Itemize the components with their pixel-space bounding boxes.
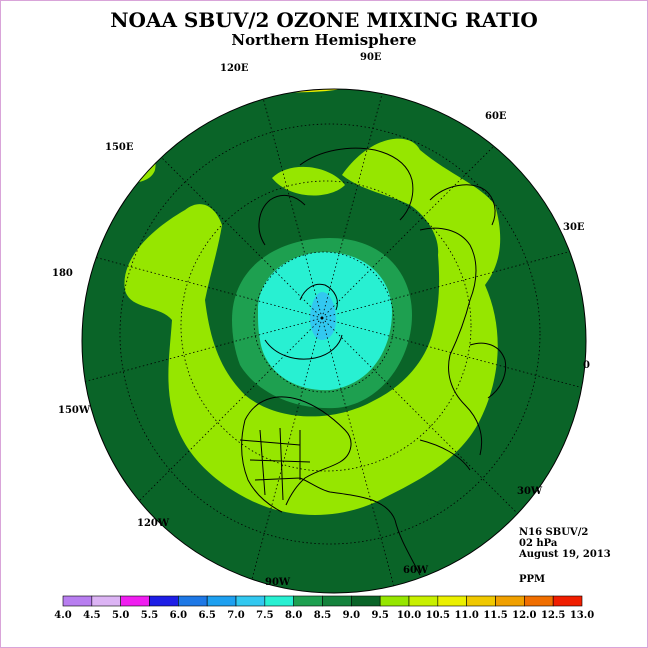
colorbar-swatch	[206, 595, 237, 607]
colorbar-tick-label: 8.0	[285, 610, 302, 621]
units-label: PPM	[519, 574, 546, 585]
colorbar-swatch	[235, 595, 266, 607]
colorbar-tick-label: 6.5	[198, 610, 215, 621]
colorbar-swatch	[408, 595, 439, 607]
colorbar-swatch	[379, 595, 410, 607]
ozone-spot-field	[427, 492, 439, 508]
lon-label-0: 0	[583, 360, 590, 371]
colorbar-swatch	[322, 595, 352, 607]
colorbar-tick-label: 8.5	[314, 610, 331, 621]
colorbar-swatch	[120, 595, 150, 607]
coastlines	[239, 147, 507, 576]
ozone-center-field	[310, 292, 336, 340]
colorbar-tick-label: 5.5	[141, 610, 158, 621]
colorbar-tick-label: 4.5	[83, 610, 100, 621]
page-subtitle: Northern Hemisphere	[231, 31, 417, 49]
colorbar-swatch	[178, 595, 208, 607]
lon-label-120e: 120E	[220, 63, 249, 74]
colorbar-swatch	[293, 595, 323, 607]
colorbar-tick-label: 4.0	[54, 610, 71, 621]
colorbar-tick-label: 7.5	[256, 610, 273, 621]
colorbar-swatch	[149, 595, 179, 607]
colorbar-tick-label: 7.0	[227, 610, 244, 621]
colorbar-tick-label: 10.0	[397, 610, 421, 621]
lon-label-60e: 60E	[485, 111, 507, 122]
lon-label-30e: 30E	[563, 222, 585, 233]
info-block: N16 SBUV/2 02 hPa August 19, 2013	[519, 527, 611, 560]
colorbar-swatch	[524, 595, 554, 607]
colorbar-tick-label: 13.0	[570, 610, 594, 621]
colorbar-tick-label: 6.0	[170, 610, 187, 621]
lon-label-60w: 60W	[403, 565, 429, 576]
colorbar	[62, 595, 583, 607]
colorbar-tick-label: 10.5	[426, 610, 450, 621]
lon-label-90e: 90E	[360, 52, 382, 63]
colorbar-ticks: 4.0 4.5 5.0 5.5 6.0 6.5 7.0 7.5 8.0 8.5 9.0 9.5 10.0…	[54, 610, 594, 621]
colorbar-swatch	[264, 595, 294, 607]
colorbar-tick-label: 5.0	[112, 610, 129, 621]
map-disk-outline	[81, 88, 587, 594]
lon-label-150e: 150E	[105, 142, 134, 153]
colorbar-swatch	[437, 595, 467, 607]
colorbar-swatch	[91, 595, 121, 607]
colorbar-swatch	[62, 595, 93, 607]
instrument-label: N16 SBUV/2	[519, 527, 589, 538]
colorbar-tick-label: 11.5	[483, 610, 507, 621]
colorbar-tick-label: 12.5	[541, 610, 565, 621]
colorbar-swatch	[552, 595, 583, 607]
graticule	[119, 123, 541, 545]
colorbar-tick-label: 11.0	[454, 610, 478, 621]
colorbar-swatch	[495, 595, 525, 607]
colorbar-tick-label: 9.5	[371, 610, 388, 621]
lon-label-180: 180	[52, 268, 73, 279]
colorbar-swatch	[466, 595, 496, 607]
lon-label-150w: 150W	[58, 405, 91, 416]
lon-label-30w: 30W	[517, 486, 543, 497]
date-label: August 19, 2013	[519, 549, 611, 560]
colorbar-tick-label: 12.0	[512, 610, 536, 621]
lon-label-120w: 120W	[137, 518, 170, 529]
level-label: 02 hPa	[519, 538, 558, 549]
page-title: NOAA SBUV/2 OZONE MIXING RATIO	[110, 8, 538, 32]
lon-label-90w: 90W	[265, 577, 291, 588]
colorbar-swatch	[351, 595, 381, 607]
colorbar-tick-label: 9.0	[343, 610, 360, 621]
